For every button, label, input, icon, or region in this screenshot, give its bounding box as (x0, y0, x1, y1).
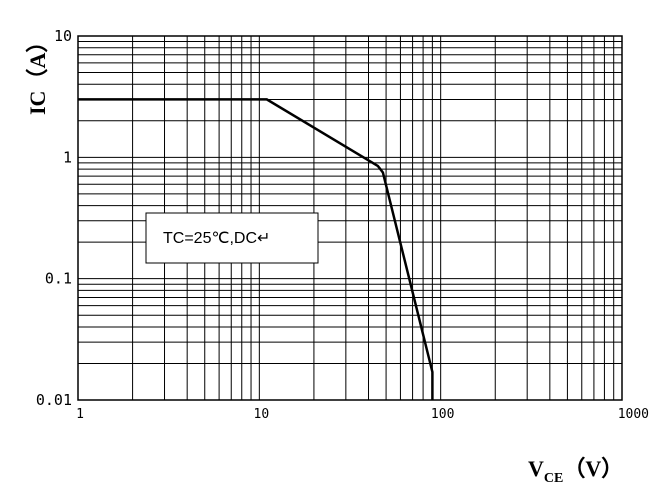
y-tick-label: 0.01 (36, 391, 72, 409)
x-tick-labels: 1 10 100 1000 (76, 407, 649, 422)
x-axis-label: VCE（V） (528, 456, 623, 486)
x-tick-label: 10 (254, 407, 270, 422)
y-tick-labels: 0.01 0.1 1 10 (36, 27, 72, 409)
y-tick-label: 0.1 (45, 270, 72, 288)
soa-boundary-line (78, 98, 434, 400)
x-axis-label-sub: CE (544, 471, 563, 486)
y-tick-label: 1 (63, 148, 72, 166)
x-tick-label: 1000 (618, 407, 649, 422)
x-axis-label-main: V (528, 456, 544, 481)
x-tick-label: 1 (76, 407, 84, 422)
y-axis-label: IC（A） (25, 31, 50, 115)
annotation-text: TC=25℃,DC↵ (163, 230, 270, 247)
series-group (78, 98, 434, 400)
plot-grid (77, 36, 622, 401)
x-axis-label-unit: （V） (563, 456, 623, 481)
y-tick-label: 10 (54, 27, 72, 45)
x-tick-label: 100 (431, 407, 454, 422)
plot-border (77, 35, 623, 401)
condition-annotation: TC=25℃,DC↵ (145, 212, 319, 264)
